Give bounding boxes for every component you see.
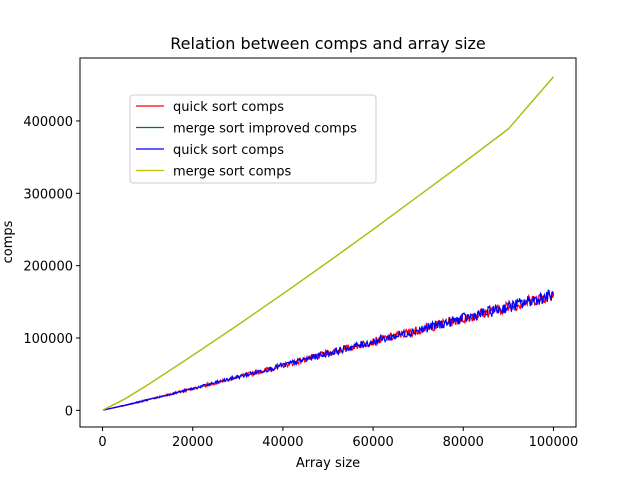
y-tick-label: 100000 xyxy=(23,332,73,347)
y-tick-label: 200000 xyxy=(23,260,73,275)
series-layer xyxy=(102,76,555,411)
legend-label-1: quick sort comps xyxy=(173,100,284,115)
x-tick-label: 0 xyxy=(98,435,106,450)
legend-label-4: merge sort comps xyxy=(173,165,291,180)
y-axis-ticks: 0 100000 200000 300000 400000 xyxy=(23,115,80,419)
y-tick-label: 300000 xyxy=(23,187,73,202)
x-tick-label: 80000 xyxy=(443,435,484,450)
legend-label-3: quick sort comps xyxy=(173,143,284,158)
legend-box xyxy=(129,94,377,184)
y-tick-label: 0 xyxy=(65,404,73,419)
x-tick-label: 20000 xyxy=(172,435,213,450)
x-axis-ticks: 0 20000 40000 60000 80000 100000 xyxy=(98,427,578,450)
x-tick-label: 100000 xyxy=(529,435,579,450)
plot-frame xyxy=(79,57,577,428)
series-line-3 xyxy=(102,289,555,411)
x-tick-label: 60000 xyxy=(352,435,393,450)
chart-title: Relation between comps and array size xyxy=(170,34,486,53)
y-tick-label: 400000 xyxy=(23,115,73,130)
x-tick-label: 40000 xyxy=(262,435,303,450)
y-axis-label: comps xyxy=(1,220,16,263)
legend: quick sort comps merge sort improved comp… xyxy=(129,94,377,184)
x-axis-label: Array size xyxy=(296,456,360,471)
series-line-4 xyxy=(102,76,554,411)
legend-label-2: merge sort improved comps xyxy=(173,122,357,137)
